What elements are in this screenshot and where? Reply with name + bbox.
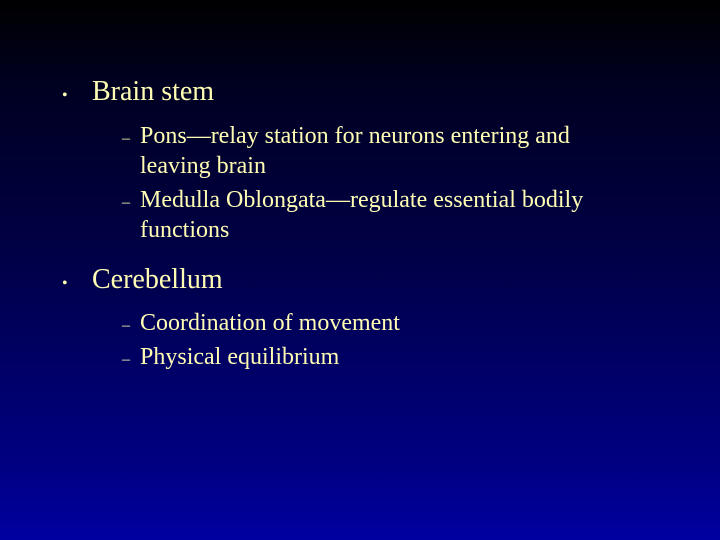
sub-bullet-group: – Pons—relay station for neurons enterin…	[0, 121, 720, 245]
sub-bullet-label: Pons—relay station for neurons entering …	[140, 121, 640, 181]
sub-bullet-label: Physical equilibrium	[140, 342, 339, 372]
sub-bullet-label: Medulla Oblongata—regulate essential bod…	[140, 185, 640, 245]
slide-content: • Brain stem – Pons—relay station for ne…	[0, 75, 720, 372]
bullet-level1: • Cerebellum	[0, 263, 720, 297]
dash-marker-icon: –	[122, 351, 140, 369]
bullet-label: Brain stem	[92, 75, 214, 109]
bullet-marker-icon: •	[62, 87, 92, 105]
bullet-level2: – Coordination of movement	[122, 308, 670, 338]
bullet-level1: • Brain stem	[0, 75, 720, 109]
bullet-level2: – Physical equilibrium	[122, 342, 670, 372]
sub-bullet-label: Coordination of movement	[140, 308, 400, 338]
dash-marker-icon: –	[122, 130, 140, 148]
bullet-level2: – Medulla Oblongata—regulate essential b…	[122, 185, 670, 245]
dash-marker-icon: –	[122, 317, 140, 335]
dash-marker-icon: –	[122, 194, 140, 212]
bullet-level2: – Pons—relay station for neurons enterin…	[122, 121, 670, 181]
bullet-marker-icon: •	[62, 275, 92, 293]
sub-bullet-group: – Coordination of movement – Physical eq…	[0, 308, 720, 372]
bullet-label: Cerebellum	[92, 263, 223, 297]
